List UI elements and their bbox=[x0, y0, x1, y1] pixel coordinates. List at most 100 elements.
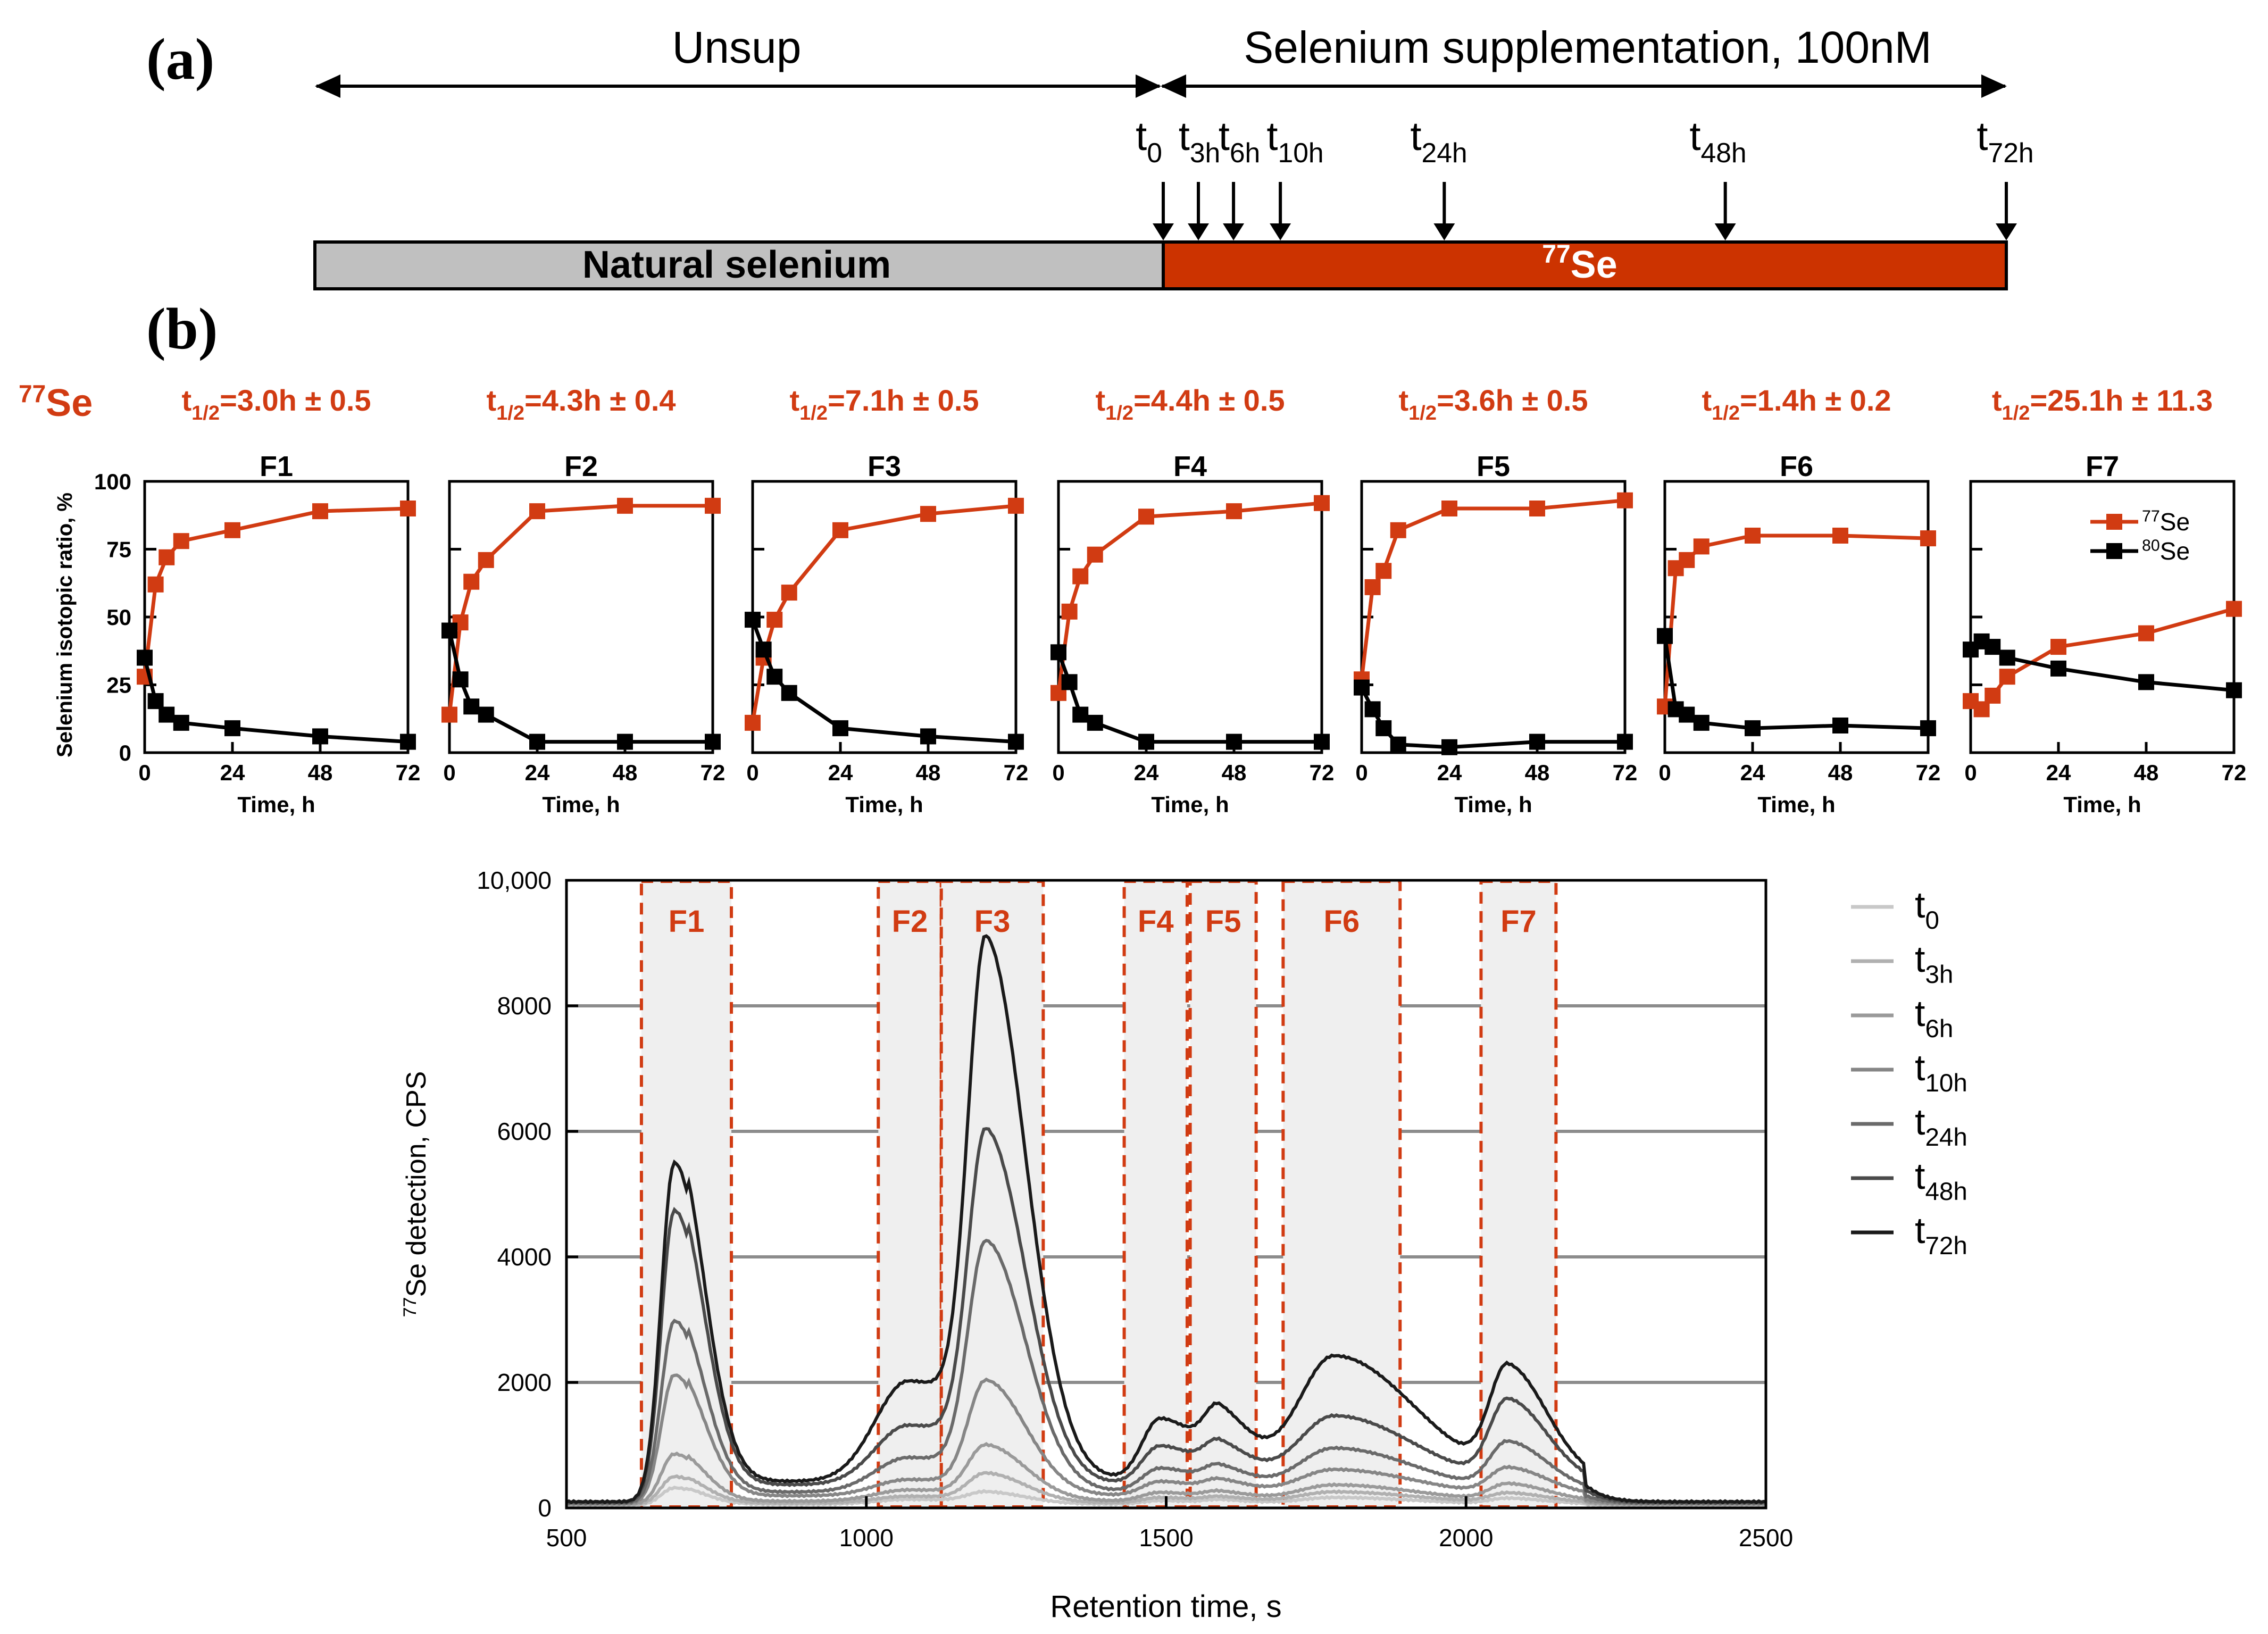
timepoint-label-0: t0 bbox=[1136, 114, 1162, 168]
xtick-label-F7-72: 72 bbox=[2222, 760, 2247, 785]
ytick-label-25: 25 bbox=[106, 673, 131, 698]
series-line-F2-80Se bbox=[447, 630, 713, 744]
unsup-arrow-left-head bbox=[315, 74, 340, 98]
panel-title-F2: F2 bbox=[564, 451, 598, 482]
chrom-legend-label-t10h-sub: 10h bbox=[1925, 1069, 1967, 1097]
series-line-F6-80Se bbox=[1663, 636, 1929, 730]
fraction-shade-F4 bbox=[1124, 880, 1187, 1508]
half-life-F7-sub: 1/2 bbox=[2002, 402, 2030, 424]
timepoint-label-48h-main: t bbox=[1689, 114, 1700, 159]
point-F2-80Se-10 bbox=[478, 706, 494, 723]
fraction-label-F7: F7 bbox=[1500, 904, 1537, 939]
timepoint-label-6h: t6h bbox=[1219, 114, 1261, 168]
point-F7-80Se-48 bbox=[2138, 674, 2154, 690]
point-F6-80Se-48 bbox=[1832, 718, 1848, 733]
chrom-legend-label-t3h: t3h bbox=[1915, 938, 1953, 989]
natural-selenium-label: Natural selenium bbox=[582, 244, 891, 286]
point-F2-77Se-72 bbox=[705, 497, 721, 514]
isotope-tag-symbol: Se bbox=[46, 382, 93, 424]
chrom-legend-label-t10h: t10h bbox=[1915, 1047, 1967, 1097]
point-F1-80Se-3 bbox=[147, 693, 164, 710]
xtick-label-F3-48: 48 bbox=[916, 760, 941, 785]
chrom-ytick-label-2000: 2000 bbox=[497, 1369, 552, 1396]
timepoint-label-10h-sub: 10h bbox=[1278, 137, 1323, 168]
half-life-F2: t1/2=4.3h ± 0.4 bbox=[486, 384, 676, 424]
point-F7-77Se-24 bbox=[2050, 639, 2066, 655]
point-F5-80Se-3 bbox=[1364, 701, 1381, 718]
point-F1-77Se-24 bbox=[224, 522, 240, 538]
isotope-tag-mass: 77 bbox=[19, 380, 46, 407]
legend-label-77: 77Se bbox=[2142, 507, 2190, 536]
half-life-F2-sub: 1/2 bbox=[496, 402, 524, 424]
timepoint-label-0-sub: 0 bbox=[1147, 137, 1162, 168]
point-F4-80Se-72 bbox=[1314, 733, 1330, 750]
point-F6-80Se-24 bbox=[1745, 720, 1761, 737]
half-life-F2-main: t bbox=[486, 384, 496, 417]
chrom-ytick-label-10000: 10,000 bbox=[477, 866, 552, 894]
legend-label-80-mass: 80 bbox=[2142, 537, 2160, 554]
chrom-xtick-label-2000: 2000 bbox=[1439, 1524, 1493, 1552]
xtick-label-F3-72: 72 bbox=[1004, 760, 1029, 785]
timepoint-label-6h-sub: 6h bbox=[1230, 137, 1260, 168]
point-F7-77Se-6 bbox=[1984, 687, 2001, 704]
point-F6-80Se-6 bbox=[1679, 706, 1695, 723]
xlabel-F3: Time, h bbox=[845, 792, 923, 817]
panel-F1: t1/2=3.0h ± 0.5 F1 0 25 50 75 100 0 24 48 72 Time, … bbox=[94, 384, 420, 817]
timepoint-label-6h-main: t bbox=[1219, 114, 1230, 159]
point-F6-77Se-24 bbox=[1745, 528, 1761, 544]
point-F1-80Se-0 bbox=[137, 649, 153, 666]
point-F3-80Se-3 bbox=[755, 641, 772, 658]
supp-arrow-left-head bbox=[1161, 74, 1186, 98]
point-F5-77Se-10 bbox=[1390, 522, 1406, 538]
ytick-label-100: 100 bbox=[94, 469, 131, 494]
fraction-label-F5: F5 bbox=[1205, 904, 1241, 939]
legend-label-77-mass: 77 bbox=[2142, 507, 2160, 525]
isotope-se77-bar bbox=[1162, 240, 2008, 290]
half-life-F7-main: t bbox=[1992, 384, 2002, 417]
timepoint-label-72h: t72h bbox=[1977, 114, 2033, 168]
point-F6-77Se-72 bbox=[1920, 530, 1936, 547]
half-life-F2-rest: =4.3h ± 0.4 bbox=[524, 384, 676, 417]
panel-title-F6: F6 bbox=[1780, 451, 1813, 482]
point-F3-77Se-6 bbox=[766, 612, 783, 628]
point-F5-77Se-72 bbox=[1617, 492, 1633, 508]
point-F1-77Se-6 bbox=[159, 549, 175, 565]
point-F4-80Se-0 bbox=[1050, 644, 1066, 661]
xtick-label-F2-24: 24 bbox=[525, 760, 550, 785]
xtick-label-F5-0: 0 bbox=[1355, 760, 1368, 785]
point-F6-80Se-10 bbox=[1693, 714, 1710, 731]
xtick-label-F3-24: 24 bbox=[828, 760, 853, 785]
point-F3-77Se-0 bbox=[745, 714, 761, 731]
half-life-F1-sub: 1/2 bbox=[191, 402, 220, 424]
panel-title-F1: F1 bbox=[260, 451, 293, 482]
chromatogram-fractions: F1 F2 F3 F4 F5 F6 F7 bbox=[639, 880, 1558, 1508]
chrom-legend-label-t72h: t72h bbox=[1915, 1210, 1967, 1260]
chrom-xtick-label-500: 500 bbox=[546, 1524, 587, 1552]
timepoint-arrowhead-3h bbox=[1188, 223, 1210, 240]
half-life-F7: t1/2=25.1h ± 11.3 bbox=[1992, 384, 2213, 424]
timepoint-label-24h-main: t bbox=[1410, 114, 1421, 159]
point-F6-77Se-10 bbox=[1693, 538, 1710, 555]
point-F3-80Se-48 bbox=[920, 728, 936, 745]
panel-title-F3: F3 bbox=[868, 451, 901, 482]
point-F2-80Se-24 bbox=[529, 733, 545, 750]
fraction-label-F4: F4 bbox=[1138, 904, 1174, 939]
panel-F5: t1/2=3.6h ± 0.5 F5 0 24 48 72 Time, h bbox=[1354, 384, 1637, 817]
point-F1-80Se-24 bbox=[224, 720, 240, 737]
point-F1-77Se-3 bbox=[147, 576, 164, 593]
timepoint-label-72h-sub: 72h bbox=[1988, 137, 2033, 168]
legend-label-80: 80Se bbox=[2142, 537, 2190, 565]
fraction-label-F3: F3 bbox=[974, 904, 1011, 939]
point-F2-77Se-6 bbox=[463, 573, 480, 590]
point-F5-77Se-24 bbox=[1441, 501, 1457, 516]
timepoint-label-10h-main: t bbox=[1266, 114, 1278, 159]
point-F2-77Se-48 bbox=[617, 497, 633, 514]
chrom-legend-label-t6h-main: t bbox=[1915, 993, 1925, 1034]
timepoint-arrowhead-24h bbox=[1433, 223, 1455, 240]
half-life-F1-main: t bbox=[181, 384, 191, 417]
panel-F4: t1/2=4.4h ± 0.5 F4 0 24 48 72 Time, h bbox=[1050, 384, 1334, 817]
half-life-F1-rest: =3.0h ± 0.5 bbox=[220, 384, 371, 417]
fraction-shade-F6 bbox=[1283, 880, 1400, 1508]
